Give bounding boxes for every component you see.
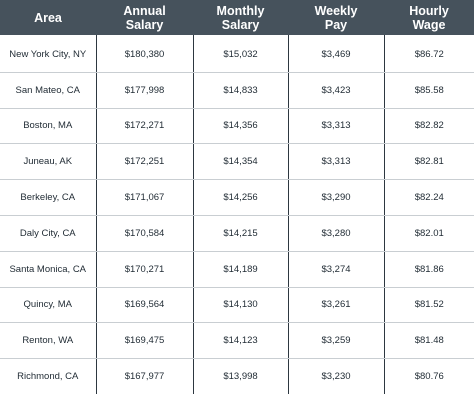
table-row: Richmond, CA $167,977 $13,998 $3,230 $80… [0, 358, 474, 394]
cell-hourly-wage: $86.72 [383, 35, 474, 73]
cell-area: New York City, NY [0, 35, 96, 73]
cell-area: Juneau, AK [0, 143, 96, 181]
cell-weekly-pay: $3,274 [287, 251, 384, 288]
cell-area: Daly City, CA [0, 215, 96, 252]
header-annual-line-1: Annual [123, 3, 166, 18]
cell-monthly-salary: $14,833 [192, 72, 288, 109]
cell-annual-salary: $177,998 [95, 72, 193, 109]
cell-hourly-wage: $85.58 [383, 72, 474, 109]
header-hourly-wage: Hourly Wage [384, 0, 474, 35]
cell-annual-salary: $170,271 [95, 251, 193, 288]
salary-table: Area Annual Salary Monthly Salary Weekly… [0, 0, 474, 394]
cell-area: Quincy, MA [0, 287, 96, 324]
cell-annual-salary: $169,475 [95, 322, 193, 360]
table-row: Renton, WA $169,475 $14,123 $3,259 $81.4… [0, 322, 474, 360]
table-row: San Mateo, CA $177,998 $14,833 $3,423 $8… [0, 72, 474, 109]
header-annual-line-2: Salary [125, 17, 164, 32]
cell-weekly-pay: $3,261 [287, 287, 384, 324]
cell-annual-salary: $172,271 [95, 108, 193, 145]
header-weekly-line-2: Pay [324, 17, 348, 32]
header-hourly-line-1: Hourly [409, 3, 449, 18]
cell-annual-salary: $169,564 [95, 287, 193, 324]
table-header-row: Area Annual Salary Monthly Salary Weekly… [0, 0, 474, 35]
cell-area: Richmond, CA [17, 371, 79, 383]
header-area-line: Area [34, 10, 62, 25]
table-row: Quincy, MA $169,564 $14,130 $3,261 $81.5… [0, 287, 474, 324]
header-weekly-line-1: Weekly [314, 3, 358, 18]
cell-hourly-wage: $82.82 [383, 108, 474, 145]
cell-weekly-pay: $3,313 [287, 108, 384, 145]
cell-hourly-wage: $81.48 [383, 322, 474, 360]
cell-weekly-pay: $3,313 [287, 143, 384, 181]
cell-weekly-pay: $3,290 [287, 179, 384, 216]
cell-annual-salary: $180,380 [95, 35, 193, 73]
cell-hourly-wage: $82.81 [383, 143, 474, 181]
cell-monthly-salary: $14,123 [192, 322, 288, 360]
table-row: New York City, NY $180,380 $15,032 $3,46… [0, 35, 474, 73]
cell-monthly-salary: $14,130 [192, 287, 288, 324]
cell-weekly-pay: $3,259 [287, 322, 384, 360]
cell-monthly-salary: $13,998 [192, 358, 288, 394]
header-hourly-line-2: Wage [412, 17, 446, 32]
table-row: Daly City, CA $170,584 $14,215 $3,280 $8… [0, 215, 474, 252]
cell-hourly-wage: $81.52 [383, 287, 474, 324]
cell-area: Renton, WA [0, 322, 96, 360]
cell-hourly-wage: $81.86 [383, 251, 474, 288]
cell-monthly-salary: $14,354 [192, 143, 288, 181]
cell-annual-salary: $167,977 [95, 358, 193, 394]
cell-area: Boston, MA [0, 108, 96, 145]
cell-weekly-pay: $3,230 [287, 358, 384, 394]
cell-area: San Mateo, CA [0, 72, 96, 109]
table-row: Santa Monica, CA $170,271 $14,189 $3,274… [0, 251, 474, 288]
cell-monthly-salary: $14,256 [192, 179, 288, 216]
table-row: Berkeley, CA $171,067 $14,256 $3,290 $82… [0, 179, 474, 216]
cell-monthly-salary: $14,189 [192, 251, 288, 288]
header-monthly-line-1: Monthly [216, 3, 265, 18]
cell-monthly-salary: $14,356 [192, 108, 288, 145]
cell-hourly-wage: $82.01 [383, 215, 474, 252]
cell-annual-salary: $170,584 [95, 215, 193, 252]
cell-hourly-wage: $82.24 [383, 179, 474, 216]
header-weekly-pay: Weekly Pay [288, 0, 384, 35]
cell-weekly-pay: $3,469 [287, 35, 384, 73]
table-row: Boston, MA $172,271 $14,356 $3,313 $82.8… [0, 108, 474, 145]
cell-monthly-salary: $15,032 [192, 35, 288, 73]
header-monthly-line-2: Salary [221, 17, 260, 32]
cell-area: Berkeley, CA [0, 179, 96, 216]
cell-weekly-pay: $3,423 [287, 72, 384, 109]
cell-monthly-salary: $14,215 [192, 215, 288, 252]
header-monthly-salary: Monthly Salary [193, 0, 288, 35]
cell-weekly-pay: $3,280 [287, 215, 384, 252]
header-area: Area [0, 0, 96, 35]
cell-annual-salary: $172,251 [95, 143, 193, 181]
cell-hourly-wage: $80.76 [383, 358, 474, 394]
cell-annual-salary: $171,067 [95, 179, 193, 216]
table-row: Juneau, AK $172,251 $14,354 $3,313 $82.8… [0, 143, 474, 181]
cell-area: Santa Monica, CA [0, 251, 96, 288]
header-annual-salary: Annual Salary [96, 0, 193, 35]
